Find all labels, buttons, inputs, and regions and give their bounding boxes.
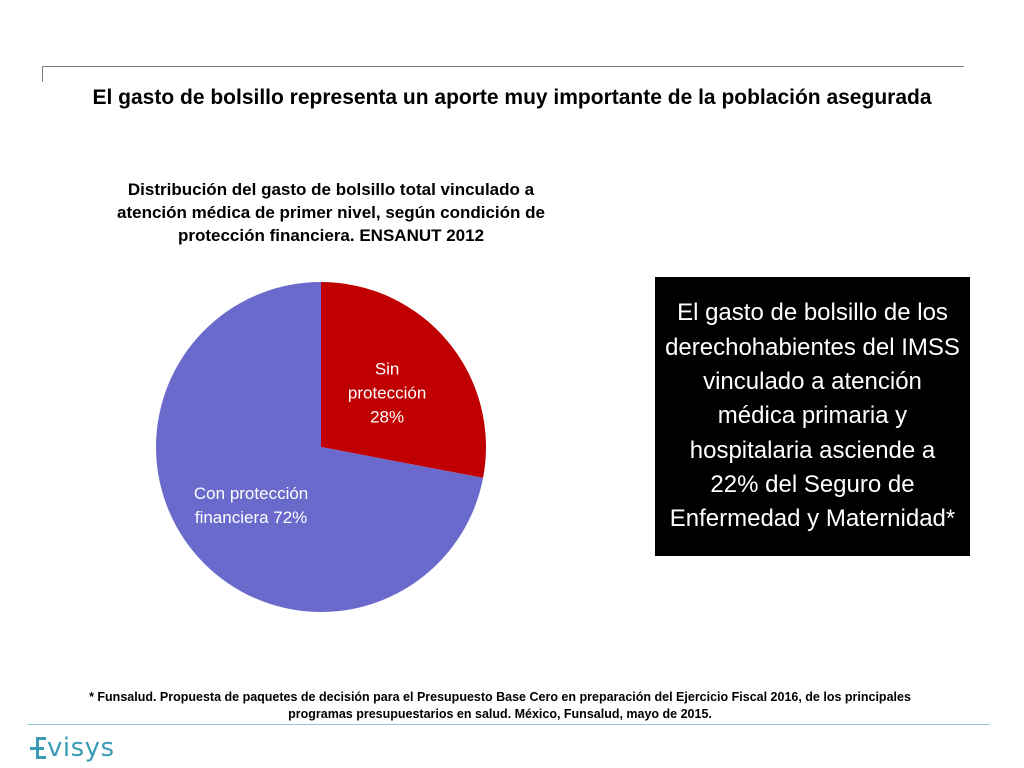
pie-slice-1 (321, 282, 487, 478)
top-divider-tick (42, 66, 43, 82)
evisys-logo: visys (30, 731, 115, 765)
footnote: * Funsalud. Propuesta de paquetes de dec… (89, 690, 911, 721)
top-divider (42, 66, 964, 67)
logo-text: visys (47, 733, 115, 763)
pie-label-2: Con protección financiera 72% (194, 484, 308, 527)
pie-label-1: Sin protección 28% (348, 359, 426, 426)
pie-slice-2 (156, 282, 484, 612)
evisys-e-icon (30, 736, 46, 760)
callout-box: El gasto de bolsillo de los derechohabie… (655, 277, 970, 556)
callout-text: El gasto de bolsillo de los derechohabie… (665, 299, 960, 533)
pie-chart: Sin protección 28% Con protección financiera… (156, 282, 487, 612)
chart-title: Distribución del gasto de bolsillo total… (117, 180, 545, 245)
slide-title: El gasto de bolsillo representa un aport… (92, 86, 932, 109)
bottom-divider (28, 724, 990, 725)
